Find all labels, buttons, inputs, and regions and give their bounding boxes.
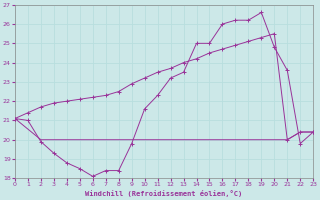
X-axis label: Windchill (Refroidissement éolien,°C): Windchill (Refroidissement éolien,°C) bbox=[85, 190, 243, 197]
